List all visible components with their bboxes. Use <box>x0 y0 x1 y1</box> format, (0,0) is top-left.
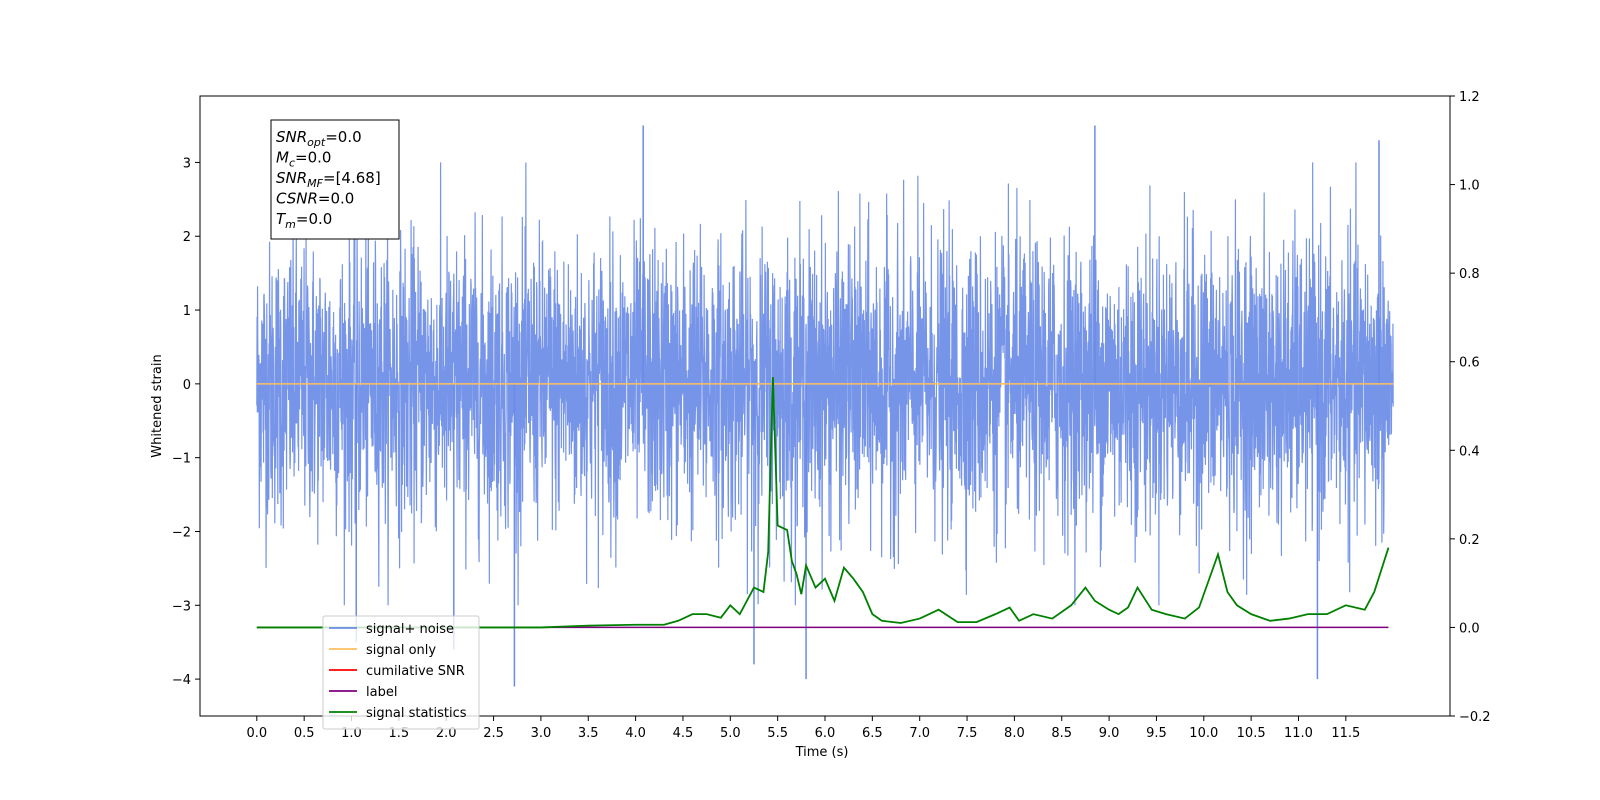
x-tick-label: 10.0 <box>1189 726 1218 741</box>
stats-value: =0.0 <box>318 190 354 208</box>
y-right-tick-label: 0.4 <box>1459 444 1480 459</box>
y-tick-label: −2 <box>172 525 191 540</box>
x-tick-label: 3.0 <box>531 726 552 741</box>
x-tick-label: 4.5 <box>673 726 694 741</box>
y-right-tick-label: 0.8 <box>1459 267 1480 282</box>
y-right-tick-label: 1.2 <box>1459 90 1480 105</box>
x-tick-label: 7.5 <box>957 726 978 741</box>
x-tick-label: 5.5 <box>767 726 788 741</box>
stats-subscript: MF <box>307 177 323 190</box>
legend-label: signal statistics <box>366 706 467 721</box>
x-tick-label: 4.0 <box>625 726 646 741</box>
y-tick-label: 3 <box>183 156 191 171</box>
stats-subscript: m <box>285 218 296 231</box>
stats-subscript: opt <box>307 136 326 149</box>
stats-line: SNRMF=[4.68] <box>276 169 381 190</box>
y-right-tick-label: −0.2 <box>1459 710 1491 725</box>
signal-noise-series <box>256 125 1394 687</box>
stats-line: Mc=0.0 <box>276 149 331 170</box>
x-tick-label: 9.0 <box>1099 726 1120 741</box>
legend-frame <box>322 615 480 730</box>
stats-line: SNRopt=0.0 <box>276 128 362 149</box>
x-tick-label: 0.0 <box>246 726 267 741</box>
x-tick-label: 1.5 <box>389 726 410 741</box>
y-tick-label: −1 <box>172 452 191 467</box>
stats-symbol: SNR <box>276 128 307 146</box>
x-tick-label: 11.5 <box>1331 726 1360 741</box>
stats-value: =[4.68] <box>323 169 381 187</box>
stats-value: =0.0 <box>325 128 361 146</box>
x-tick-label: 0.5 <box>294 726 315 741</box>
y-tick-label: −3 <box>172 599 191 614</box>
stats-box-frame <box>270 119 400 240</box>
y-right-tick-label: 0.0 <box>1459 621 1480 636</box>
x-tick-label: 6.5 <box>862 726 883 741</box>
y-right-tick-label: 0.2 <box>1459 533 1480 548</box>
x-tick-label: 11.0 <box>1284 726 1313 741</box>
stats-symbol: SNR <box>276 169 307 187</box>
y-right-tick-label: 1.0 <box>1459 179 1480 194</box>
stats-symbol: CSNR <box>276 190 318 208</box>
x-tick-label: 5.0 <box>720 726 741 741</box>
x-tick-label: 10.5 <box>1237 726 1266 741</box>
stats-subscript: c <box>289 157 295 170</box>
y-tick-label: 2 <box>183 230 191 245</box>
stats-line: CSNR=0.0 <box>276 190 354 208</box>
y-tick-label: 1 <box>183 304 191 319</box>
legend-label: signal only <box>366 643 436 658</box>
x-axis-label: Time (s) <box>795 745 849 760</box>
x-tick-label: 6.0 <box>815 726 836 741</box>
x-tick-label: 1.0 <box>341 726 362 741</box>
x-tick-label: 9.5 <box>1146 726 1167 741</box>
x-tick-label: 8.5 <box>1051 726 1072 741</box>
stats-symbol: M <box>276 149 289 167</box>
x-tick-label: 2.5 <box>483 726 504 741</box>
stats-line: Tm=0.0 <box>276 210 332 231</box>
x-tick-label: 3.5 <box>578 726 599 741</box>
y-axis-left: 3 2 1 0 −1 −2 −3 −4 <box>172 156 200 688</box>
legend-label: cumilative SNR <box>366 664 465 679</box>
x-tick-label: 7.0 <box>909 726 930 741</box>
y-tick-label: 0 <box>183 378 191 393</box>
stats-box: SNRopt=0.0Mc=0.0SNRMF=[4.68]CSNR=0.0Tm=0… <box>270 119 400 240</box>
legend-label: signal+ noise <box>366 622 454 637</box>
x-tick-label: 2.0 <box>436 726 457 741</box>
stats-symbol: T <box>276 210 287 228</box>
legend-label: label <box>366 685 397 700</box>
y-tick-label: −4 <box>172 673 191 688</box>
x-tick-label: 8.0 <box>1004 726 1025 741</box>
legend: signal+ noise signal only cumilative SNR la… <box>322 615 480 730</box>
y-axis-right: 1.2 1.0 0.8 0.6 0.4 0.2 0.0 −0.2 <box>1450 90 1491 725</box>
stats-value: =0.0 <box>295 149 331 167</box>
stats-value: =0.0 <box>296 210 332 228</box>
signal-statistics-line <box>256 377 1390 629</box>
y-right-tick-label: 0.6 <box>1459 356 1480 371</box>
signal-noise-line <box>256 162 1394 606</box>
y-axis-label: Whitened strain <box>150 354 165 457</box>
